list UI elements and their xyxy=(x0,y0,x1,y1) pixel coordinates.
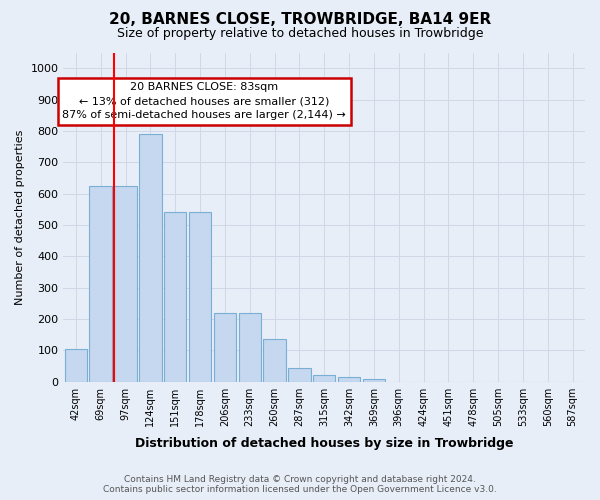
Bar xyxy=(263,340,286,382)
Text: Contains HM Land Registry data © Crown copyright and database right 2024.
Contai: Contains HM Land Registry data © Crown c… xyxy=(103,474,497,494)
Bar xyxy=(288,368,311,382)
Y-axis label: Number of detached properties: Number of detached properties xyxy=(15,130,25,305)
Bar xyxy=(189,212,211,382)
Bar xyxy=(338,377,360,382)
X-axis label: Distribution of detached houses by size in Trowbridge: Distribution of detached houses by size … xyxy=(135,437,514,450)
Bar xyxy=(65,348,87,382)
Bar xyxy=(363,378,385,382)
Bar xyxy=(239,312,261,382)
Text: 20 BARNES CLOSE: 83sqm
← 13% of detached houses are smaller (312)
87% of semi-de: 20 BARNES CLOSE: 83sqm ← 13% of detached… xyxy=(62,82,346,120)
Bar xyxy=(214,312,236,382)
Bar xyxy=(89,186,112,382)
Bar xyxy=(313,376,335,382)
Text: Size of property relative to detached houses in Trowbridge: Size of property relative to detached ho… xyxy=(117,28,483,40)
Bar xyxy=(115,186,137,382)
Bar xyxy=(164,212,187,382)
Text: 20, BARNES CLOSE, TROWBRIDGE, BA14 9ER: 20, BARNES CLOSE, TROWBRIDGE, BA14 9ER xyxy=(109,12,491,28)
Bar xyxy=(139,134,161,382)
